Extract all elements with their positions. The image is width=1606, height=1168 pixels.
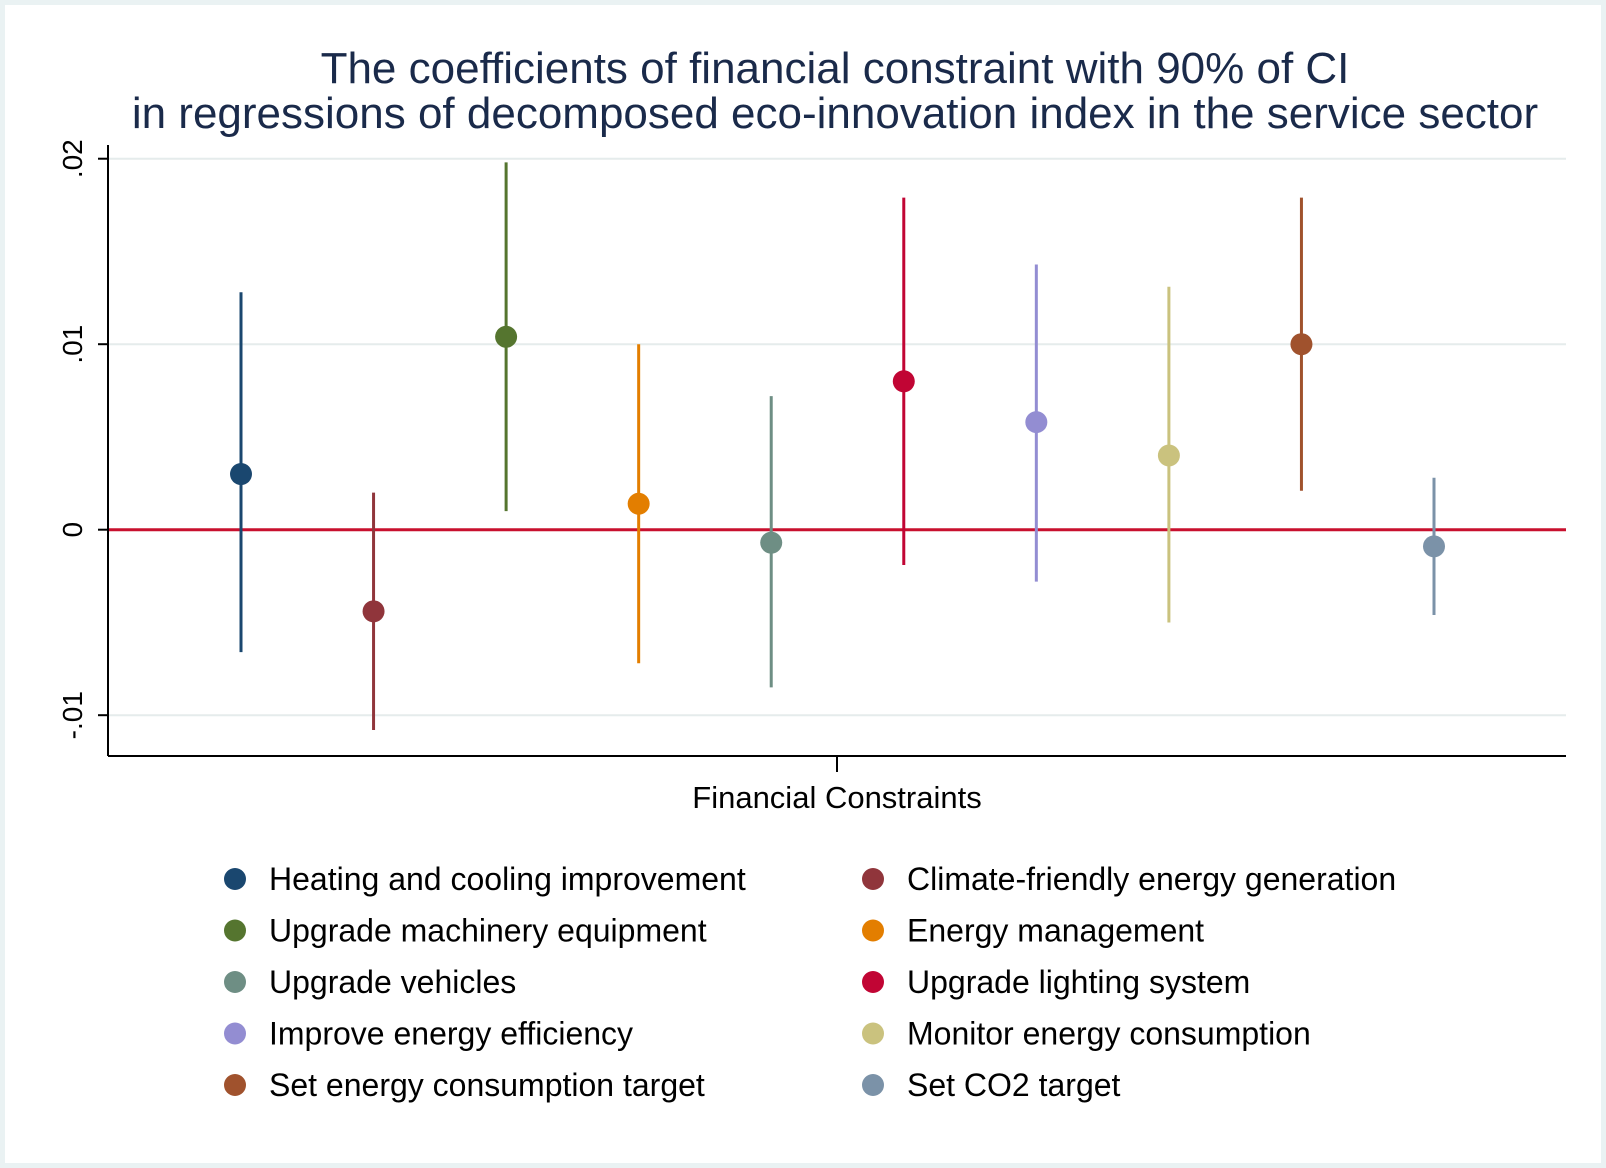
chart-title: The coefficients of financial constraint… (321, 44, 1350, 93)
legend: Heating and cooling improvement Climate-f… (224, 861, 1396, 1103)
point-estimate (892, 370, 915, 393)
legend-label: Set energy consumption target (269, 1067, 705, 1103)
chart-figure: The coefficients of financial constraint… (5, 5, 1601, 1163)
legend-swatch (224, 1022, 246, 1045)
legend-label: Improve energy efficiency (269, 1016, 633, 1052)
x-axis-title: Financial Constraints (692, 780, 981, 815)
point-estimate (1025, 411, 1048, 434)
legend-swatch (224, 1074, 246, 1096)
legend-label: Energy management (907, 913, 1204, 949)
legend-label: Climate-friendly energy generation (907, 861, 1396, 897)
point-estimate (1157, 444, 1180, 467)
legend-label: Monitor energy consumption (907, 1016, 1311, 1052)
y-tick-label: -.01 (57, 691, 88, 739)
point-estimate (495, 325, 518, 348)
legend-swatch (224, 919, 246, 942)
legend-swatch (862, 971, 884, 993)
legend-label: Heating and cooling improvement (269, 861, 746, 897)
gridlines (108, 157, 1566, 717)
legend-swatch (862, 919, 884, 942)
y-tick-label: .02 (57, 139, 88, 178)
y-tick-label: 0 (57, 522, 88, 538)
point-estimate (362, 600, 385, 623)
y-tick-label: .01 (57, 325, 88, 364)
legend-label: Upgrade lighting system (907, 964, 1250, 1000)
legend-swatch (862, 868, 884, 890)
point-estimate (1423, 535, 1445, 558)
legend-swatch (224, 868, 246, 890)
point-estimate (760, 531, 783, 554)
legend-swatch (862, 1022, 884, 1045)
coefficient-plot: The coefficients of financial constraint… (57, 44, 1566, 1103)
legend-swatch (224, 971, 246, 993)
point-estimate (627, 492, 650, 515)
legend-label: Set CO2 target (907, 1067, 1121, 1103)
point-estimate (1290, 333, 1313, 356)
series-markers (230, 162, 1445, 731)
legend-label: Upgrade vehicles (269, 964, 516, 1000)
chart-subtitle: in regressions of decomposed eco-innovat… (132, 89, 1538, 138)
point-estimate (230, 463, 252, 486)
axes: .02 .01 0 -.01 (57, 139, 1566, 772)
legend-swatch (862, 1074, 884, 1096)
legend-label: Upgrade machinery equipment (269, 913, 707, 949)
